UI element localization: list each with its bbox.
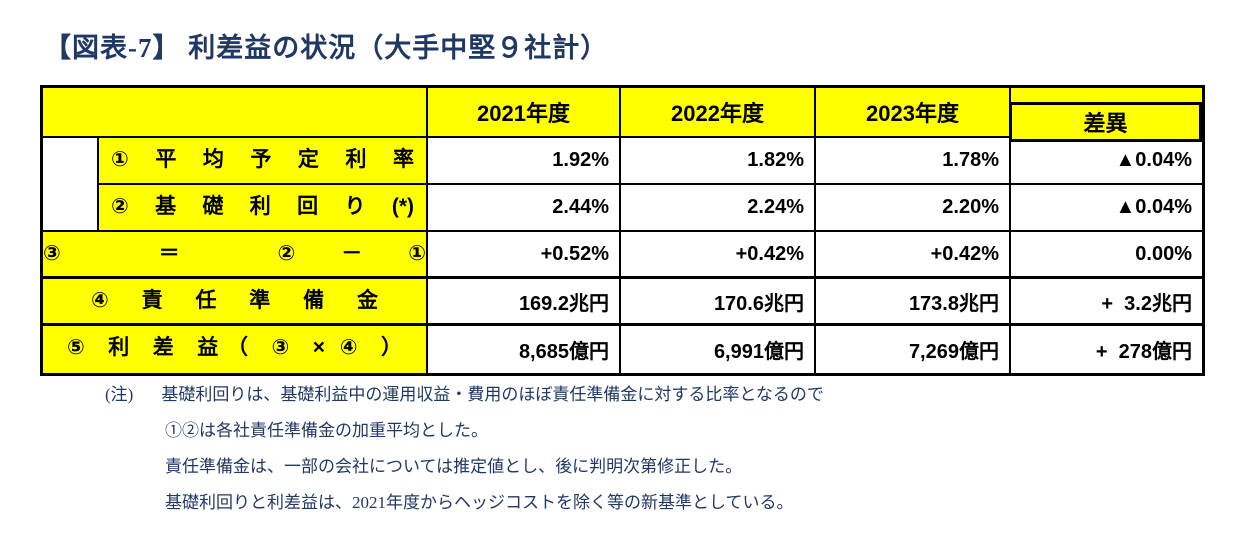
cell-row2-2023: 2.20% bbox=[816, 185, 1011, 232]
col-header-diff-cell: 差異 bbox=[1009, 88, 1202, 142]
footnote-marker: (注) bbox=[105, 385, 134, 404]
spacer-cell-row2 bbox=[43, 185, 97, 232]
cell-row2-2022: 2.24% bbox=[621, 185, 816, 232]
row-label-spread: ③ ＝ ②－① bbox=[43, 232, 428, 279]
cell-row4-2021: 169.2兆円 bbox=[428, 279, 621, 326]
row-label-policy-reserves: ④ 責 任 準 備 金 bbox=[43, 279, 428, 326]
figure-title: 【図表-7】 利差益の状況（大手中堅９社計） bbox=[44, 33, 609, 63]
cell-row5-2022: 6,991億円 bbox=[621, 326, 816, 373]
cell-row1-2023: 1.78% bbox=[816, 138, 1011, 185]
cell-row1-2022: 1.82% bbox=[621, 138, 816, 185]
footnote-text-1: 基礎利回りは、基礎利益中の運用収益・費用のほぼ責任準備金に対する比率となるので bbox=[161, 385, 824, 404]
cell-row5-2023: 7,269億円 bbox=[816, 326, 1011, 373]
cell-row4-2023: 173.8兆円 bbox=[816, 279, 1011, 326]
cell-row5-2021: 8,685億円 bbox=[428, 326, 621, 373]
cell-row3-2022: +0.42% bbox=[621, 232, 816, 279]
col-header-2021: 2021年度 bbox=[428, 88, 621, 138]
cell-row3-diff: 0.00% bbox=[1011, 232, 1202, 279]
cell-row2-diff: ▲0.04% bbox=[1011, 185, 1202, 232]
data-table: 2021年度 2022年度 2023年度 差異 ① 平 均 予 定 利 率 1.… bbox=[40, 85, 1205, 376]
cell-row3-2023: +0.42% bbox=[816, 232, 1011, 279]
col-header-2022: 2022年度 bbox=[621, 88, 816, 138]
cell-row4-diff: + 3.2兆円 bbox=[1011, 279, 1202, 326]
row-label-avg-assumed-rate: ① 平 均 予 定 利 率 bbox=[97, 138, 428, 185]
cell-row2-2021: 2.44% bbox=[428, 185, 621, 232]
row-label-base-yield: ② 基 礎 利 回 り (*) bbox=[97, 185, 428, 232]
diff-header-box: 差異 bbox=[1009, 102, 1202, 142]
cell-row4-2022: 170.6兆円 bbox=[621, 279, 816, 326]
corner-cell bbox=[43, 88, 428, 138]
cell-row1-2021: 1.92% bbox=[428, 138, 621, 185]
footnote-line-1: (注) 基礎利回りは、基礎利益中の運用収益・費用のほぼ責任準備金に対する比率とな… bbox=[105, 384, 824, 406]
spacer-cell-row1 bbox=[43, 138, 97, 185]
footnote-line-2: ①②は各社責任準備金の加重平均とした。 bbox=[165, 421, 488, 440]
footnote-line-4: 基礎利回りと利差益は、2021年度からヘッジコストを除く等の新基準としている。 bbox=[165, 493, 794, 512]
col-header-2023: 2023年度 bbox=[816, 88, 1011, 138]
cell-row3-2021: +0.52% bbox=[428, 232, 621, 279]
footnote-line-3: 責任準備金は、一部の会社については推定値とし、後に判明次第修正した。 bbox=[165, 457, 743, 476]
cell-row5-diff: + 278億円 bbox=[1095, 341, 1192, 363]
row-label-interest-margin: ⑤ 利 差 益（ ③ × ④ ） bbox=[43, 326, 428, 373]
cell-row1-diff: ▲0.04% bbox=[1011, 138, 1202, 185]
footnotes: (注) 基礎利回りは、基礎利益中の運用収益・費用のほぼ責任準備金に対する比率とな… bbox=[105, 384, 824, 528]
